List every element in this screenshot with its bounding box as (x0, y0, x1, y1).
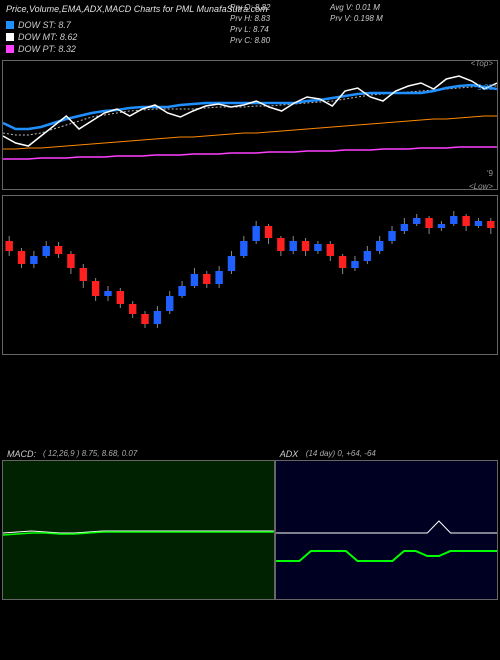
price-lines-svg (3, 61, 497, 189)
legend-row: DOW MT: 8.62 (6, 32, 77, 42)
candlestick-panel (2, 195, 498, 355)
legend: DOW ST: 8.7 DOW MT: 8.62 DOW PT: 8.32 (6, 20, 77, 56)
chart-title: Price,Volume,EMA,ADX,MACD Charts for PML… (6, 4, 268, 14)
candlestick-svg (3, 196, 497, 354)
axis-mark: '9 (487, 169, 493, 178)
info-line: Prv L: 8.74 (230, 24, 270, 35)
legend-swatch (6, 45, 14, 53)
legend-label: DOW PT: 8.32 (18, 44, 76, 54)
info-line: Avg V: 0.01 M (330, 2, 383, 13)
adx-svg (276, 461, 497, 599)
info-line: Prv V: 0.198 M (330, 13, 383, 24)
legend-label: DOW ST: 8.7 (18, 20, 71, 30)
info-prev-ohlc: Prv O: 8.82Prv H: 8.83Prv L: 8.74Prv C: … (230, 2, 270, 46)
axis-top-label: <Top> (471, 59, 493, 68)
info-volume: Avg V: 0.01 MPrv V: 0.198 M (330, 2, 383, 24)
macd-title: MACD: (7, 449, 36, 459)
legend-swatch (6, 33, 14, 41)
axis-low-label: <Low> (469, 182, 493, 191)
info-line: Prv H: 8.83 (230, 13, 270, 24)
adx-title: ADX (280, 449, 299, 459)
macd-panel: MACD: ( 12,26,9 ) 8.75, 8.68, 0.07 (2, 460, 275, 600)
adx-panel: ADX (14 day) 0, +64, -64 (275, 460, 498, 600)
adx-params: (14 day) 0, +64, -64 (306, 449, 376, 458)
info-line: Prv O: 8.82 (230, 2, 270, 13)
legend-row: DOW PT: 8.32 (6, 44, 77, 54)
macd-svg (3, 461, 274, 599)
legend-row: DOW ST: 8.7 (6, 20, 77, 30)
last-price-label: 9.08 (477, 83, 493, 92)
legend-label: DOW MT: 8.62 (18, 32, 77, 42)
price-ema-panel: <Top> <Low> 9.08 '9 (2, 60, 498, 190)
info-line: Prv C: 8.80 (230, 35, 270, 46)
macd-params: ( 12,26,9 ) 8.75, 8.68, 0.07 (43, 449, 137, 458)
legend-swatch (6, 21, 14, 29)
